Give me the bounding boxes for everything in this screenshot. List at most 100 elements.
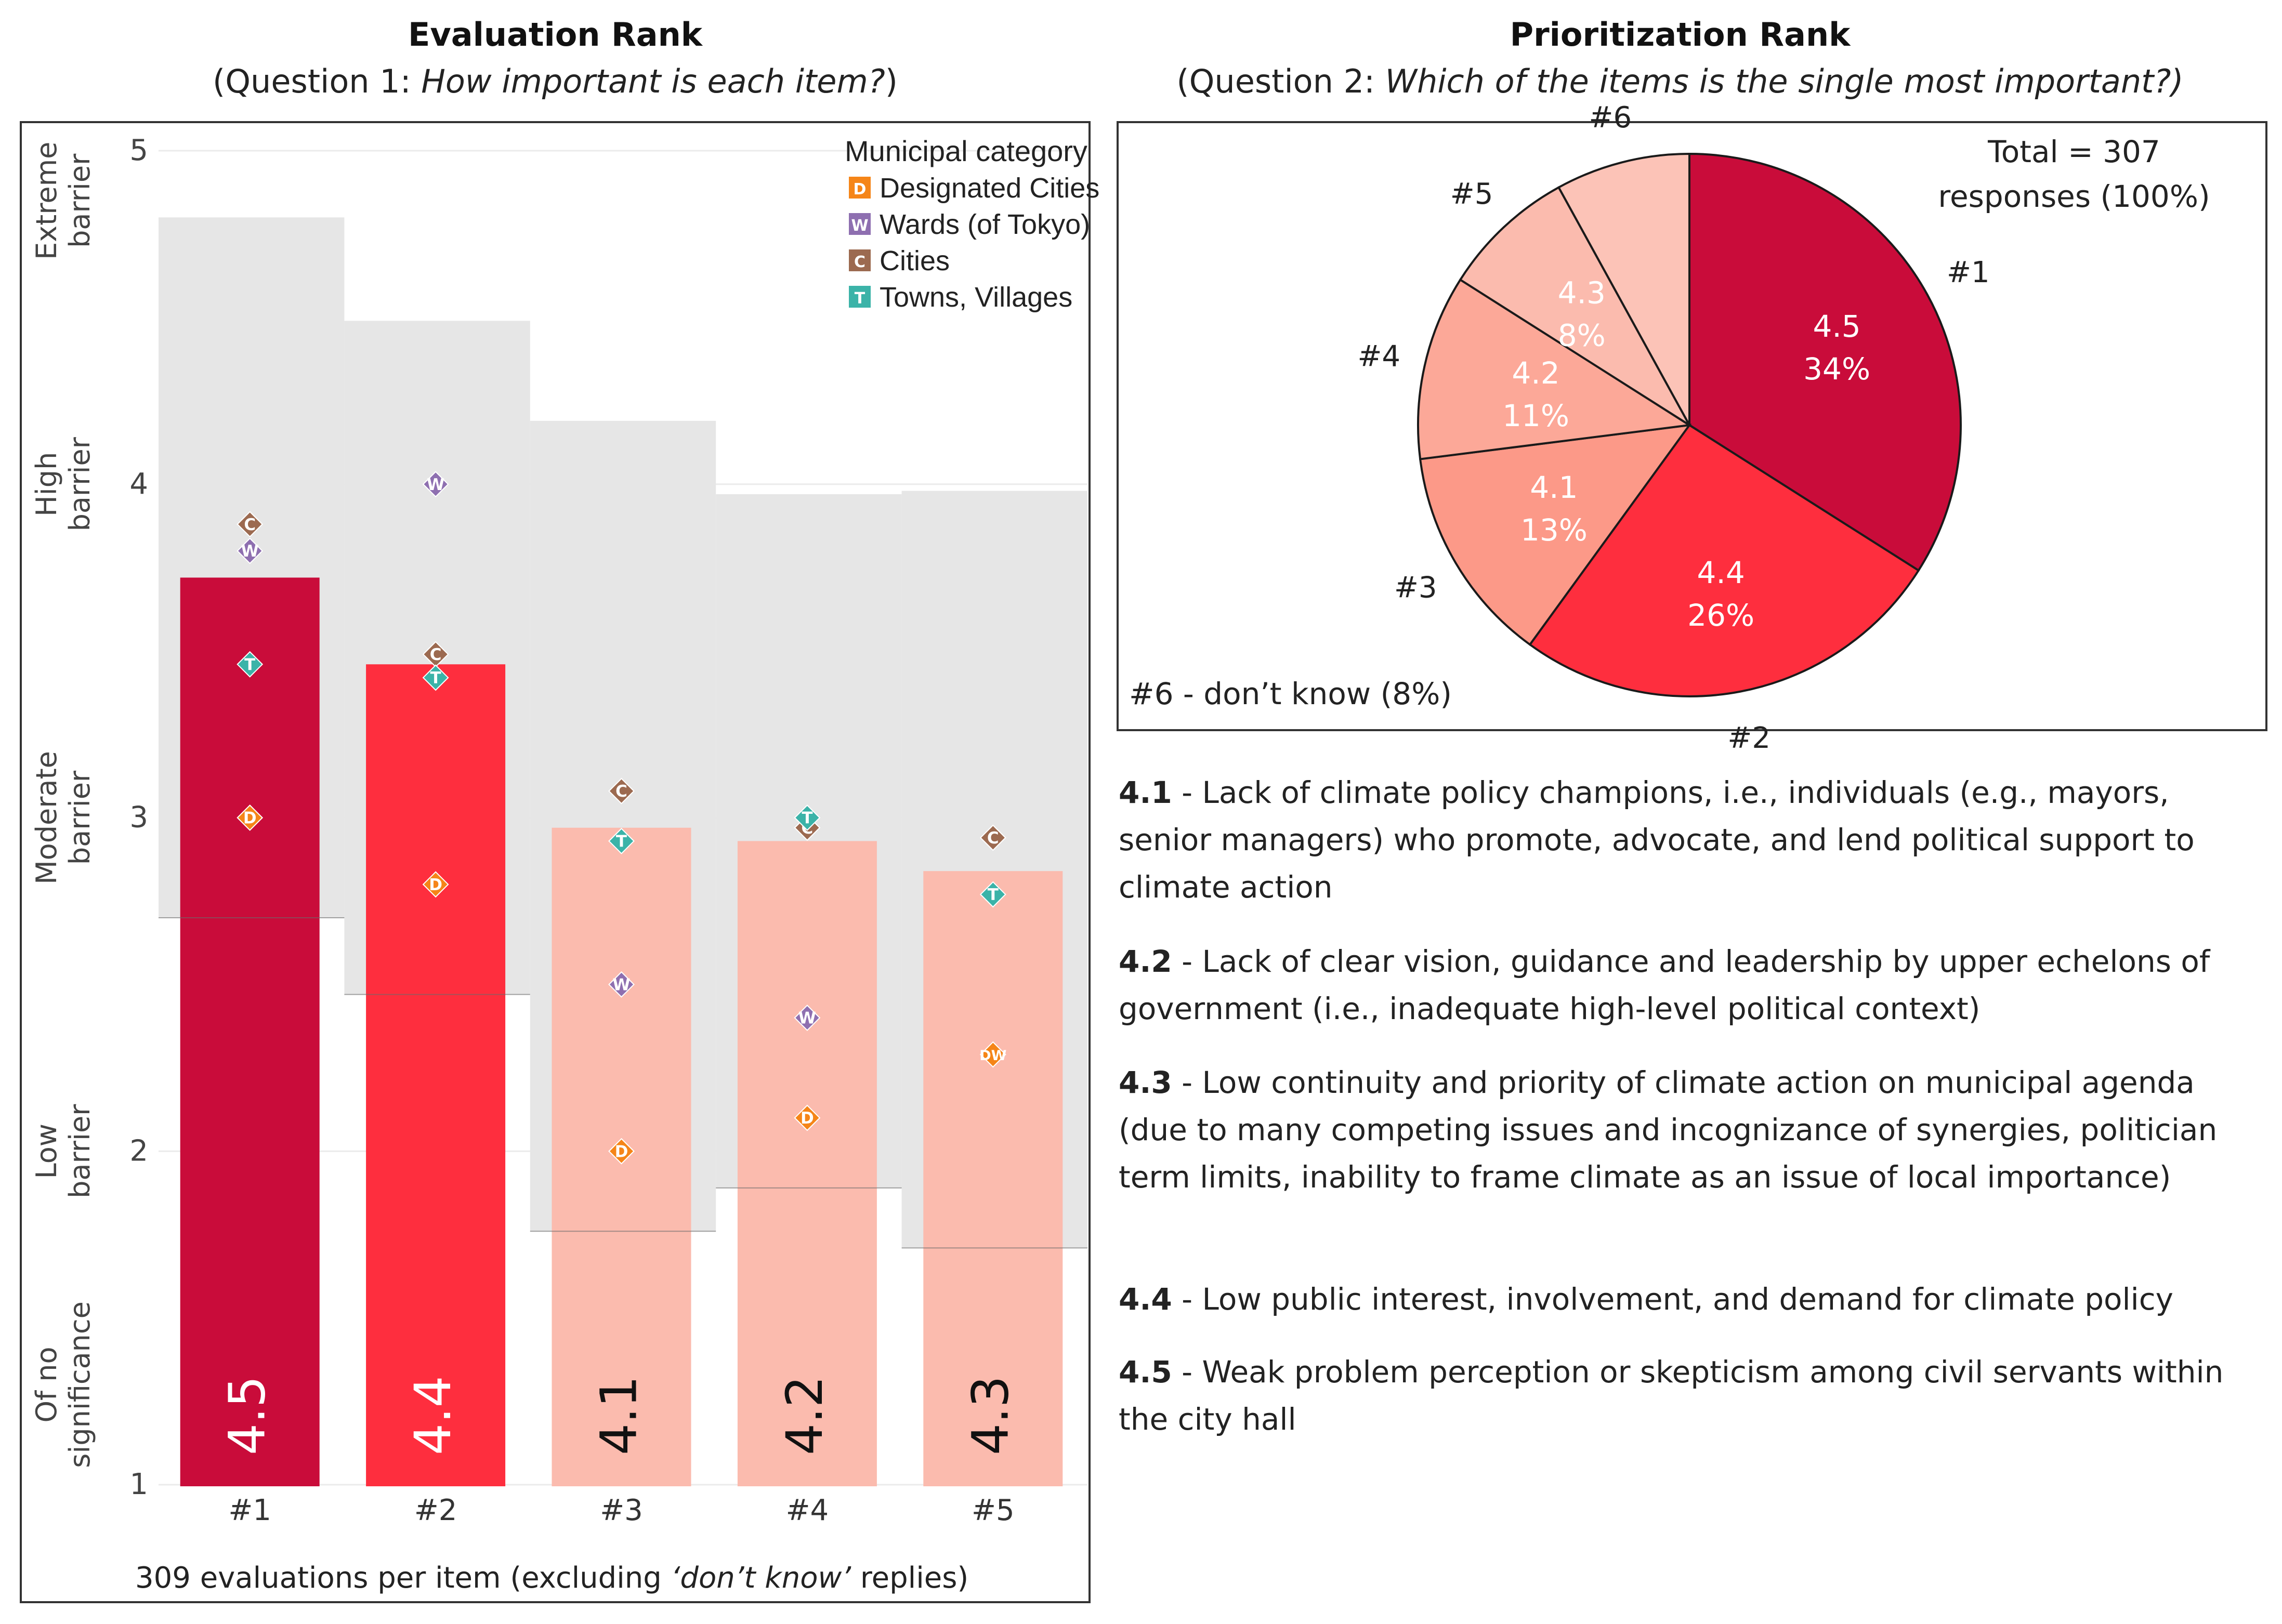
marker-towns-villages xyxy=(237,651,264,678)
description-text: - Low continuity and priority of climate… xyxy=(1119,1065,2218,1195)
description-4-2: 4.2 - Lack of clear vision, guidance and… xyxy=(1119,938,2262,1033)
x-tick-label: #4 xyxy=(786,1494,829,1527)
marker-wards-of-tokyo-label: W xyxy=(241,542,259,561)
pie-chart-subtitle: (Question 2: Which of the items is the s… xyxy=(1176,62,2183,100)
pie-total-line-1: Total = 307 xyxy=(1987,134,2160,169)
legend-swatch xyxy=(849,177,871,199)
bar-chart-title: Evaluation Rank xyxy=(408,16,703,54)
legend-swatch xyxy=(849,213,871,235)
marker-towns-villages-label: T xyxy=(988,886,999,904)
marker-towns-villages-label: T xyxy=(430,669,441,688)
pie-slice-item-label: 4.3 xyxy=(1558,275,1606,310)
pie-slice-percent-label: 13% xyxy=(1520,512,1588,548)
pie-slice-percent-label: 34% xyxy=(1803,351,1870,387)
y-category-label: barrier xyxy=(63,153,96,248)
description-4-4: 4.4 - Low public interest, involvement, … xyxy=(1119,1276,2262,1323)
marker-wards-of-tokyo xyxy=(237,537,264,564)
description-id: 4.4 xyxy=(1119,1282,1172,1317)
marker-wards-of-tokyo xyxy=(608,971,635,998)
bar-label: 4.3 xyxy=(961,1376,1019,1455)
marker-overlap-dw-label: DW xyxy=(979,1048,1006,1064)
x-axis-caption-italic: ‘don’t know’ xyxy=(671,1561,852,1595)
y-category-label: Moderate xyxy=(30,751,63,884)
marker-designated-cities-label: D xyxy=(615,1142,628,1161)
legend-title: Municipal category xyxy=(845,135,1087,167)
bar-chart-subtitle-prefix: (Question 1: xyxy=(213,62,421,100)
marker-cities xyxy=(608,777,635,804)
marker-towns-villages xyxy=(979,881,1006,908)
x-tick-label: #5 xyxy=(972,1494,1015,1527)
x-tick-label: #3 xyxy=(600,1494,643,1527)
description-id: 4.3 xyxy=(1119,1065,1172,1100)
marker-designated-cities xyxy=(237,804,264,831)
pie-slice-item-label: 4.4 xyxy=(1697,555,1745,590)
marker-wards-of-tokyo-label: W xyxy=(612,975,630,994)
y-category-label: significance xyxy=(63,1301,96,1468)
y-category-label: barrier xyxy=(63,437,96,531)
marker-wards-of-tokyo xyxy=(794,1005,821,1031)
pie-rank-label: #1 xyxy=(1947,256,1990,289)
legend-swatch-code: D xyxy=(854,180,867,199)
marker-towns-villages-label: T xyxy=(244,655,255,674)
y-tick-label: 1 xyxy=(129,1468,148,1501)
pie-slice xyxy=(1528,424,1920,697)
bar xyxy=(737,841,877,1486)
legend-item-label: Cities xyxy=(880,245,950,276)
y-tick-label: 2 xyxy=(129,1134,148,1168)
y-tick-label: 4 xyxy=(129,467,148,501)
pie-slice-percent-label: 11% xyxy=(1502,398,1569,433)
legend-item-label: Wards (of Tokyo) xyxy=(880,209,1090,240)
pie-chart-subtitle-question: Which of the items is the single most im… xyxy=(1385,62,2184,100)
marker-designated-cities xyxy=(422,871,449,898)
marker-towns-villages xyxy=(794,804,821,831)
y-tick-label: 5 xyxy=(129,134,148,167)
description-4-3: 4.3 - Low continuity and priority of cli… xyxy=(1119,1059,2262,1201)
marker-designated-cities xyxy=(608,1138,635,1165)
pie-rank-label: #5 xyxy=(1450,177,1493,211)
y-category-label: Of no xyxy=(30,1346,63,1422)
legend-swatch-code: T xyxy=(855,289,865,308)
legend-item-label: Towns, Villages xyxy=(880,282,1072,313)
bar-chart-subtitle-question: How important is each item? xyxy=(421,62,885,100)
pie-rank-label: #4 xyxy=(1357,339,1400,373)
pie-slice xyxy=(1417,278,1693,460)
description-text: - Lack of clear vision, guidance and lea… xyxy=(1119,944,2210,1026)
y-category-label: barrier xyxy=(63,770,96,865)
pie-rank-label: #6 xyxy=(1589,101,1632,135)
marker-towns-villages xyxy=(608,828,635,854)
bar-chart-subtitle-suffix: ) xyxy=(885,62,898,100)
marker-designated-cities-label: D xyxy=(243,809,257,828)
description-4-1: 4.1 - Lack of climate policy champions, … xyxy=(1119,769,2262,911)
x-axis-caption: 309 evaluations per item (excluding ‘don… xyxy=(135,1561,968,1595)
marker-designated-cities-label: D xyxy=(429,876,442,894)
bar xyxy=(366,664,506,1486)
marker-wards-of-tokyo-label: W xyxy=(798,1009,816,1028)
description-text: - Low public interest, involvement, and … xyxy=(1172,1282,2173,1317)
marker-cities xyxy=(237,511,264,538)
pie-slice xyxy=(1459,186,1690,426)
pie-footnote: #6 - don’t know (8%) xyxy=(1129,676,1452,711)
bar-chart-subtitle: (Question 1: How important is each item?… xyxy=(213,62,898,100)
description-text: - Lack of climate policy champions, i.e.… xyxy=(1119,775,2195,905)
marker-designated-cities xyxy=(794,1104,821,1131)
legend-item-label: Designated Cities xyxy=(880,173,1099,204)
marker-towns-villages-label: T xyxy=(802,809,812,828)
pie-slice-percent-label: 26% xyxy=(1687,598,1754,633)
pie-chart: 4.5 34% #1 4.4 26% #2 4.1 13% #3 4.2 11% #4 4.3 8% #5 #… xyxy=(1357,101,1989,755)
x-tick-label: #2 xyxy=(414,1494,457,1527)
y-category-label: Low xyxy=(30,1124,63,1179)
legend-swatch xyxy=(849,249,871,271)
description-id: 4.5 xyxy=(1119,1354,1172,1390)
legend-swatch xyxy=(849,286,871,308)
bar-label: 4.1 xyxy=(590,1376,648,1455)
pie-slice xyxy=(1419,424,1692,646)
y-category-label: Extreme xyxy=(30,142,63,260)
bar xyxy=(923,871,1063,1486)
pie-chart-title: Prioritization Rank xyxy=(1510,16,1851,54)
pie-rank-label: #2 xyxy=(1727,721,1770,755)
bar-chart: 4.5 4.4 4.1 4.2 4.3 #1 #2 #3 #4 #5 1 2 3 4 5 Of no signi… xyxy=(30,133,1099,1595)
y-category-label: High xyxy=(30,452,63,517)
description-4-5: 4.5 - Weak problem perception or skeptic… xyxy=(1119,1349,2262,1443)
marker-wards-of-tokyo xyxy=(422,471,449,498)
